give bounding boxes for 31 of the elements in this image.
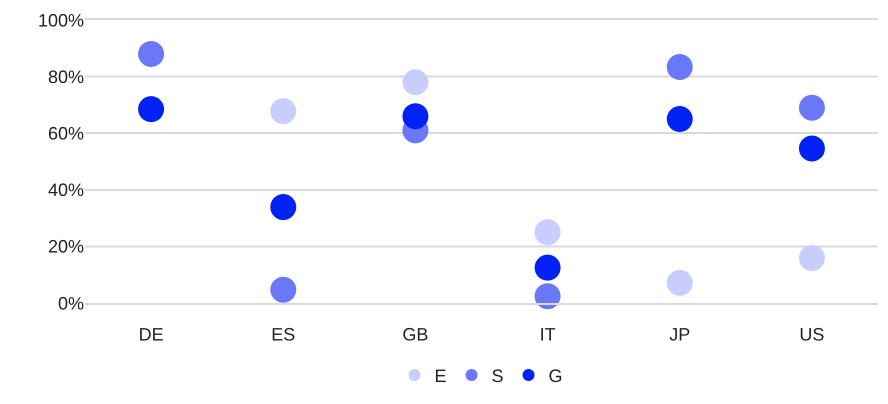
legend-label: S xyxy=(492,366,504,386)
point xyxy=(534,254,561,281)
x-tick-label: DE xyxy=(138,324,164,344)
point xyxy=(798,245,825,271)
point xyxy=(270,194,296,220)
point xyxy=(534,283,561,310)
y-tick-label: 40% xyxy=(48,180,84,200)
y-tick-label: 20% xyxy=(48,236,84,257)
y-tick-label: 100% xyxy=(38,10,84,30)
x-tick-label: IT xyxy=(540,324,556,344)
point xyxy=(534,219,561,246)
point xyxy=(798,135,825,162)
point xyxy=(270,276,296,303)
legend-label: G xyxy=(548,366,563,386)
x-tick-label: JP xyxy=(669,324,690,344)
point xyxy=(138,40,164,67)
y-tick-label: 0% xyxy=(58,293,84,314)
point xyxy=(666,270,693,296)
point xyxy=(270,98,296,124)
legend-label: E xyxy=(434,366,447,386)
point xyxy=(402,69,428,96)
y-tick-label: 60% xyxy=(48,124,84,144)
point xyxy=(798,94,825,121)
point xyxy=(402,103,428,130)
x-tick-label: US xyxy=(799,324,824,344)
point xyxy=(138,96,164,122)
x-tick-label: GB xyxy=(402,324,428,344)
x-tick-label: ES xyxy=(271,324,296,344)
point xyxy=(666,106,693,132)
y-tick-label: 80% xyxy=(48,66,84,87)
point xyxy=(666,54,693,80)
